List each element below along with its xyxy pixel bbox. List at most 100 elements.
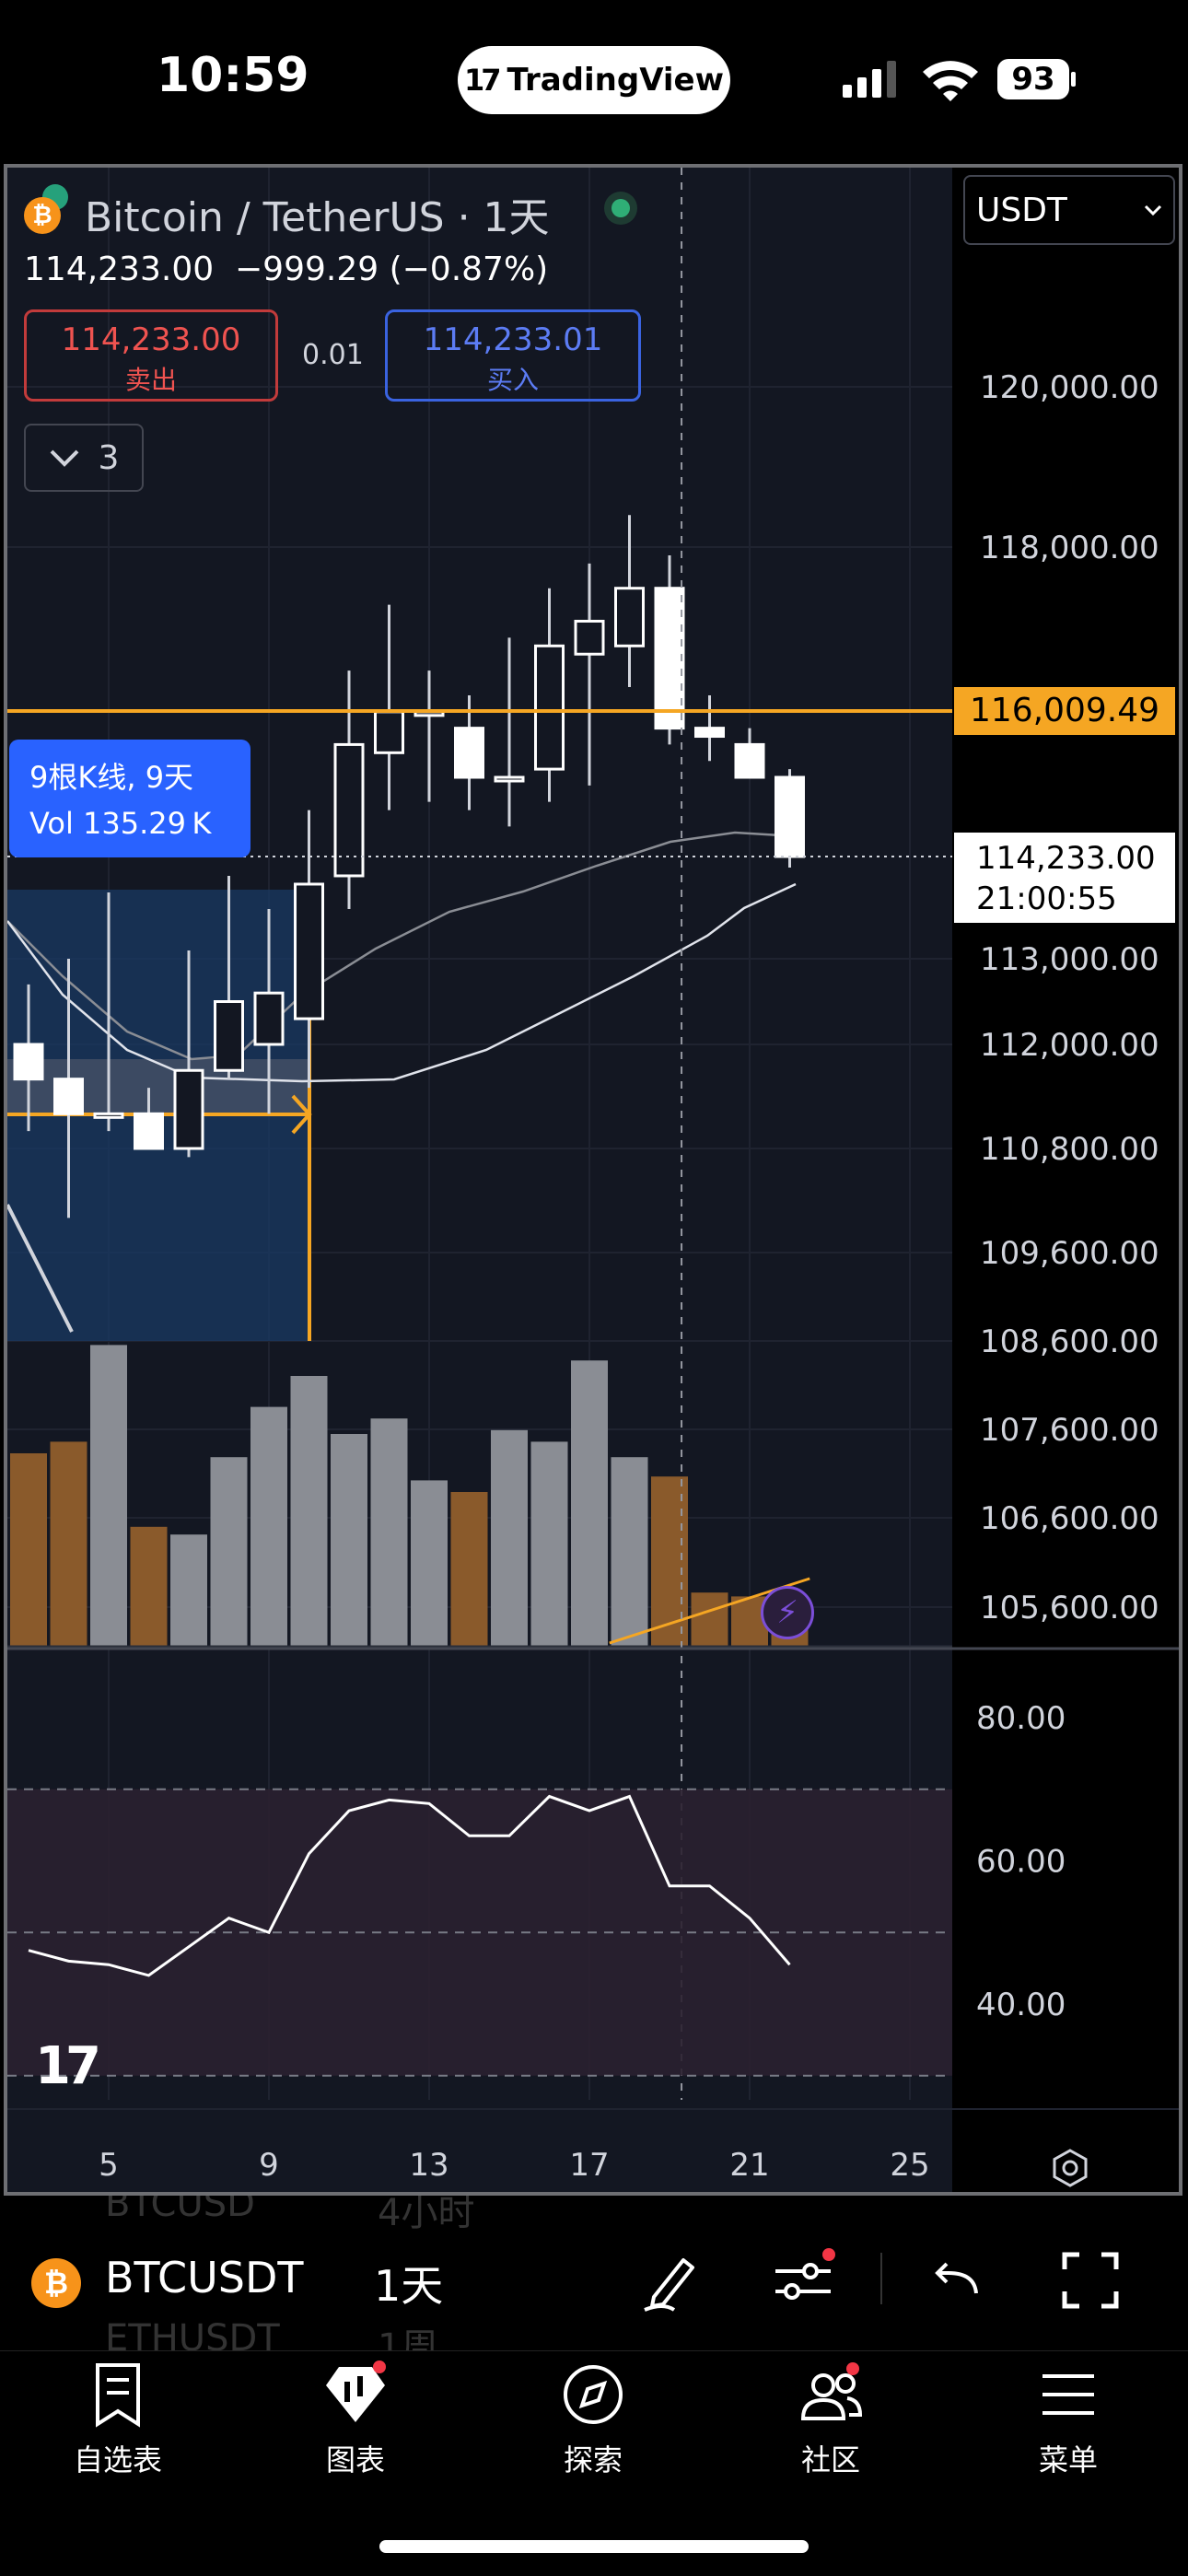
menu-icon	[1042, 2374, 1094, 2415]
nav-item-explore[interactable]: 探索	[519, 2358, 667, 2479]
buy-button[interactable]: 114,233.01 买入	[385, 309, 641, 402]
price-axis-label: 112,000.00	[980, 1027, 1159, 1064]
tradingview-pill[interactable]: 17 TradingView	[458, 46, 730, 114]
volume-bar	[10, 1453, 47, 1647]
spread-value: 0.01	[302, 339, 364, 371]
chart-canvas[interactable]: 120,000.00 118,000.00 113,000.00 112,000.00…	[7, 168, 1179, 2192]
price-axis-label: 118,000.00	[980, 530, 1159, 566]
candle-body	[694, 727, 725, 739]
nav-item-menu[interactable]: 菜单	[995, 2358, 1142, 2479]
buy-price: 114,233.01	[423, 321, 603, 358]
measure-selection-range-band	[7, 1059, 309, 1113]
time-axis-label: 25	[890, 2147, 929, 2184]
volume-bar	[571, 1360, 608, 1647]
rsi-line	[28, 1794, 791, 1977]
price-axis-label: 110,800.00	[980, 1131, 1159, 1168]
measure-range-tooltip: 9根K线, 9天 Vol 135.29 K	[9, 740, 250, 857]
price-summary: 114,233.00 −999.29 (−0.87%)	[24, 251, 548, 288]
time-axis-label: 5	[99, 2147, 119, 2184]
volume-bar	[50, 1441, 87, 1647]
watchlist-icon	[96, 2363, 140, 2428]
current-price-label: 114,233.00	[976, 840, 1156, 877]
candle-body	[654, 587, 685, 730]
candle-body	[134, 1112, 164, 1150]
tradingview-watermark-logo: 17	[35, 2036, 98, 2096]
compass-icon	[564, 2365, 623, 2424]
drawing-pencil-icon[interactable]	[635, 2244, 709, 2317]
last-price: 114,233.00	[24, 251, 215, 288]
nav-label-watchlist: 自选表	[73, 2442, 162, 2477]
chevron-down-icon	[50, 449, 78, 467]
ghost-interval-below: 1周	[378, 2326, 438, 2350]
time-axis-label: 17	[569, 2147, 609, 2184]
candle-body	[333, 742, 365, 878]
volume-bar	[370, 1418, 408, 1647]
lightning-icon[interactable]: ⚡	[761, 1586, 814, 1639]
candle-body	[614, 587, 645, 647]
sell-button[interactable]: 114,233.00 卖出	[24, 309, 278, 402]
price-axis-label: 106,600.00	[980, 1500, 1159, 1537]
nav-label-chart: 图表	[325, 2442, 385, 2477]
toolbar-divider	[880, 2253, 882, 2304]
bar-countdown: 21:00:55	[976, 880, 1117, 917]
indicators-toggle-button[interactable]: 3	[24, 424, 144, 492]
home-indicator[interactable]	[379, 2540, 809, 2553]
range-volume: Vol 135.29 K	[29, 806, 212, 841]
chart-icon	[326, 2360, 386, 2422]
moving-average-line	[7, 831, 797, 1061]
status-clock: 10:59	[157, 48, 309, 103]
currency-select[interactable]: USDT	[963, 175, 1175, 245]
price-axis-label: 113,000.00	[980, 941, 1159, 978]
fullscreen-icon[interactable]	[1054, 2244, 1127, 2317]
community-icon	[800, 2362, 863, 2420]
candle-body	[253, 991, 285, 1046]
candle-body	[214, 1000, 244, 1072]
buy-label: 买入	[486, 365, 539, 395]
candle-body	[494, 775, 525, 783]
nav-item-watchlist[interactable]: 自选表	[44, 2358, 192, 2479]
volume-bar	[651, 1476, 688, 1647]
measure-arrow-head	[291, 1094, 312, 1135]
trend-line-drawing	[7, 1204, 74, 1333]
ghost-symbol-above: BTCUSD	[105, 2196, 255, 2225]
rsi-axis-label: 80.00	[976, 1700, 1066, 1737]
price-axis-background	[952, 168, 1179, 2192]
volume-bar	[210, 1457, 248, 1647]
indicators-count: 3	[98, 438, 120, 477]
volume-bar	[530, 1441, 568, 1647]
price-axis-label: 109,600.00	[980, 1235, 1159, 1272]
toolbar-symbol[interactable]: BTCUSDT	[105, 2253, 304, 2302]
candle-body	[374, 710, 404, 754]
volume-bar	[491, 1429, 528, 1647]
current-price-tag: 114,233.00 21:00:55	[954, 833, 1175, 923]
nav-label-community: 社区	[800, 2442, 860, 2477]
candle-body	[93, 1112, 124, 1119]
chart-settings-icon[interactable]	[1050, 2148, 1090, 2188]
price-axis-label: 120,000.00	[980, 369, 1159, 406]
ghost-symbol-below: ETHUSDT	[105, 2317, 280, 2350]
candle-body	[734, 742, 765, 779]
sell-label: 卖出	[124, 365, 177, 395]
rsi-axis-label: 40.00	[976, 1987, 1066, 2023]
price-axis-label: 108,600.00	[980, 1323, 1159, 1360]
symbol-title[interactable]: Bitcoin / TetherUS · 1天	[85, 194, 550, 241]
nav-label-explore: 探索	[563, 2442, 623, 2477]
chart-panel[interactable]: 120,000.00 118,000.00 113,000.00 112,000.00…	[4, 164, 1182, 2196]
chevron-down-icon	[1144, 204, 1162, 216]
market-open-status-icon[interactable]	[604, 192, 637, 225]
moving-average-line	[7, 882, 797, 1083]
nav-item-chart[interactable]: 图表	[282, 2358, 429, 2479]
tradingview-pill-label: TradingView	[507, 62, 725, 99]
candle-body	[574, 619, 605, 656]
sell-price: 114,233.00	[61, 321, 241, 358]
undo-icon[interactable]	[921, 2244, 995, 2317]
volume-bar	[411, 1480, 448, 1647]
horizontal-line-price-tag[interactable]: 116,009.49	[954, 687, 1175, 735]
nav-item-community[interactable]: 社区	[757, 2358, 904, 2479]
indicators-sliders-icon[interactable]	[766, 2244, 840, 2317]
price-axis-label: 107,600.00	[980, 1412, 1159, 1449]
time-axis-label: 13	[409, 2147, 448, 2184]
cellular-signal-icon	[843, 61, 896, 98]
volume-bar	[290, 1376, 328, 1647]
toolbar-interval[interactable]: 1天	[374, 2261, 444, 2311]
